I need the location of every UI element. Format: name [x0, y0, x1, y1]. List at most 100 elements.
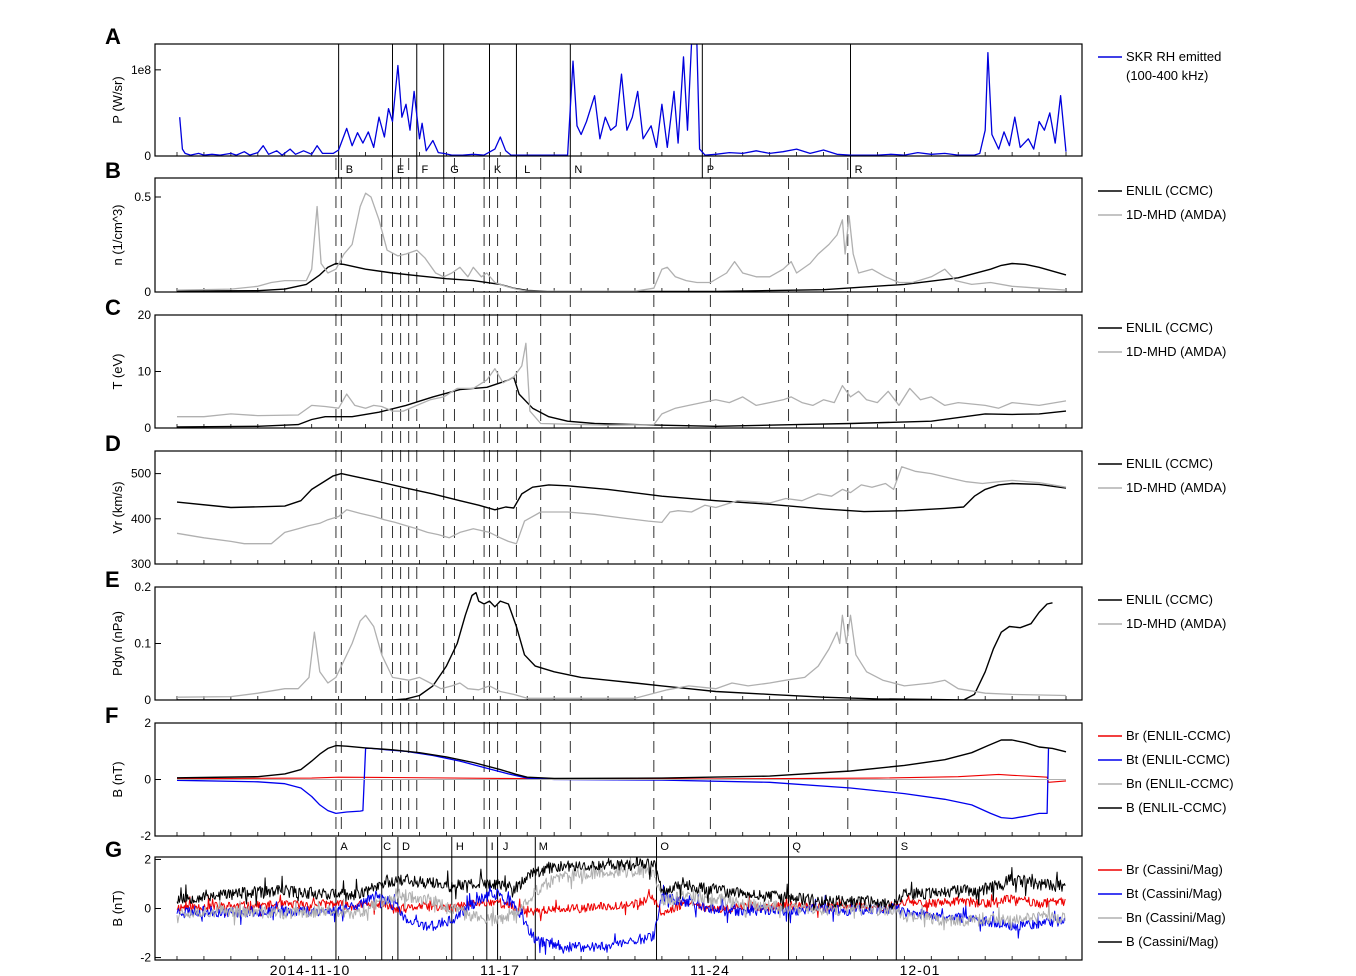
- event-label: A: [340, 841, 348, 853]
- y-tick-label: 0: [144, 773, 151, 787]
- y-axis-label: Vr (km/s): [110, 481, 125, 533]
- legend-label: Bt (Cassini/Mag): [1126, 886, 1222, 901]
- y-axis-label: B (nT): [110, 890, 125, 926]
- series-line-bn-cassini-mag-: [176, 857, 1066, 931]
- panel-frame: [154, 856, 1083, 961]
- y-axis-label: P (W/sr): [110, 76, 125, 123]
- legend-label: B (ENLIL-CCMC): [1126, 800, 1226, 815]
- panel-frame: [154, 722, 1083, 837]
- series-line-br-cassini-mag-: [176, 888, 1066, 922]
- series-line-1d-mhd-amda-: [176, 614, 1067, 699]
- event-label: I: [491, 841, 494, 853]
- panel-frame: [154, 177, 1083, 293]
- panel-letter: B: [105, 158, 121, 183]
- panel-E: E Pdyn (nPa) 0 0.1 0.2 ENLIL (CCMC) 1D-MHD (AM…: [105, 567, 1226, 707]
- x-tick-label: 2014-11-10: [270, 962, 351, 976]
- y-tick-label: 0.2: [134, 580, 151, 594]
- y-axis-label: n (1/cm^3): [110, 204, 125, 265]
- legend-label: ENLIL (CCMC): [1126, 183, 1213, 198]
- series-line-enlil-ccmc-: [177, 591, 1053, 700]
- event-label: D: [402, 841, 410, 853]
- panel-frame: [154, 314, 1083, 429]
- y-tick-label: 0: [144, 421, 151, 435]
- legend-label: Bn (ENLIL-CCMC): [1126, 776, 1234, 791]
- legend-label: B (Cassini/Mag): [1126, 934, 1218, 949]
- series-line-1d-mhd-amda-: [176, 466, 1067, 545]
- event-label: Q: [792, 841, 801, 853]
- legend-label: Bt (ENLIL-CCMC): [1126, 752, 1230, 767]
- y-axis-label: Pdyn (nPa): [110, 611, 125, 676]
- event-label: L: [524, 164, 530, 176]
- y-tick-label: -2: [140, 951, 151, 965]
- panel-letter: G: [105, 837, 122, 862]
- panel-B: Bn (1/cm^3) 0 0.5 ENLIL (CCMC) 1D-MHD (AMDA): [105, 158, 1226, 299]
- y-axis-label: B (nT): [110, 761, 125, 797]
- x-tick-label: 11-17: [480, 962, 520, 976]
- y-tick-label: 0: [144, 902, 151, 916]
- panel-letter: D: [105, 431, 121, 456]
- y-tick-label: 2: [144, 852, 151, 866]
- event-label: M: [539, 841, 548, 853]
- event-label: S: [901, 841, 908, 853]
- panel-letter: F: [105, 703, 118, 728]
- series-line-skr-rh-emitted-100-400-khz-: [179, 44, 1067, 156]
- panel-letter: E: [105, 567, 120, 592]
- panel-A: AP (W/sr)01e8BEFGKLNPRSKR RH emitted(100…: [105, 24, 1221, 178]
- y-tick-label: -2: [140, 829, 151, 843]
- y-tick-label: 1e8: [131, 63, 151, 77]
- legend-label: 1D-MHD (AMDA): [1126, 480, 1226, 495]
- y-tick-label: 2: [144, 716, 151, 730]
- x-tick-label: 11-24: [690, 962, 730, 976]
- event-label: C: [383, 841, 391, 853]
- panel-frame: [154, 450, 1083, 565]
- panel-F: F B (nT) -2 0 2 Br (ENLIL-CCMC) Bt (ENLIL-CCMC…: [105, 703, 1234, 843]
- legend-label: ENLIL (CCMC): [1126, 592, 1213, 607]
- y-axis-label: T (eV): [110, 354, 125, 390]
- event-label: N: [574, 164, 582, 176]
- event-label: F: [421, 164, 428, 176]
- legend-label: 1D-MHD (AMDA): [1126, 344, 1226, 359]
- x-tick-label: 12-01: [900, 962, 941, 976]
- series-line-bt-cassini-mag-: [176, 884, 1066, 955]
- legend-label: 1D-MHD (AMDA): [1126, 207, 1226, 222]
- panel-frame: [154, 43, 1083, 157]
- y-tick-label: 400: [131, 512, 151, 526]
- y-tick-label: 10: [138, 365, 152, 379]
- event-label: O: [660, 841, 669, 853]
- legend-label: SKR RH emitted: [1126, 49, 1221, 64]
- y-tick-label: 0: [144, 285, 151, 299]
- series-line-enlil-ccmc-: [176, 376, 1067, 428]
- event-label: B: [346, 164, 353, 176]
- series-line-b-enlil-ccmc-: [176, 739, 1067, 780]
- series-line-enlil-ccmc-: [176, 262, 1067, 292]
- panel-letter: A: [105, 24, 121, 49]
- legend-label: Bn (Cassini/Mag): [1126, 910, 1226, 925]
- event-label: R: [855, 164, 863, 176]
- series-line-1d-mhd-amda-: [177, 342, 1067, 426]
- panel-D: D Vr (km/s) 300 400 500 ENLIL (CCMC) 1D-MHD (A…: [105, 431, 1226, 571]
- legend-label: 1D-MHD (AMDA): [1126, 616, 1226, 631]
- y-tick-label: 0.5: [134, 190, 151, 204]
- y-tick-label: 0: [144, 149, 151, 163]
- event-label: H: [456, 841, 464, 853]
- y-tick-label: 0.1: [134, 637, 151, 651]
- legend-label: Br (ENLIL-CCMC): [1126, 728, 1231, 743]
- y-tick-label: 20: [138, 308, 152, 322]
- panel-G: G B (nT) -2 0 2 A C D H I J M O Q S Br (Cassini/Mag) Bt …: [105, 837, 1226, 965]
- series-line-enlil-ccmc-: [176, 472, 1067, 513]
- y-tick-label: 0: [144, 693, 151, 707]
- legend-label: ENLIL (CCMC): [1126, 456, 1213, 471]
- event-label: J: [503, 841, 509, 853]
- legend-label: Br (Cassini/Mag): [1126, 862, 1223, 877]
- legend-label: ENLIL (CCMC): [1126, 320, 1213, 335]
- series-line-br-enlil-ccmc-: [176, 773, 1067, 783]
- y-tick-label: 500: [131, 467, 151, 481]
- legend-label: (100-400 kHz): [1126, 68, 1208, 83]
- y-tick-label: 300: [131, 557, 151, 571]
- panel-frame: [154, 586, 1083, 701]
- panel-C: C T (eV) 0 10 20 ENLIL (CCMC) 1D-MHD (AMDA): [105, 295, 1226, 435]
- panel-letter: C: [105, 295, 121, 320]
- series-line-1d-mhd-amda-: [176, 192, 1067, 292]
- series-line-bt-enlil-ccmc-: [176, 747, 1050, 820]
